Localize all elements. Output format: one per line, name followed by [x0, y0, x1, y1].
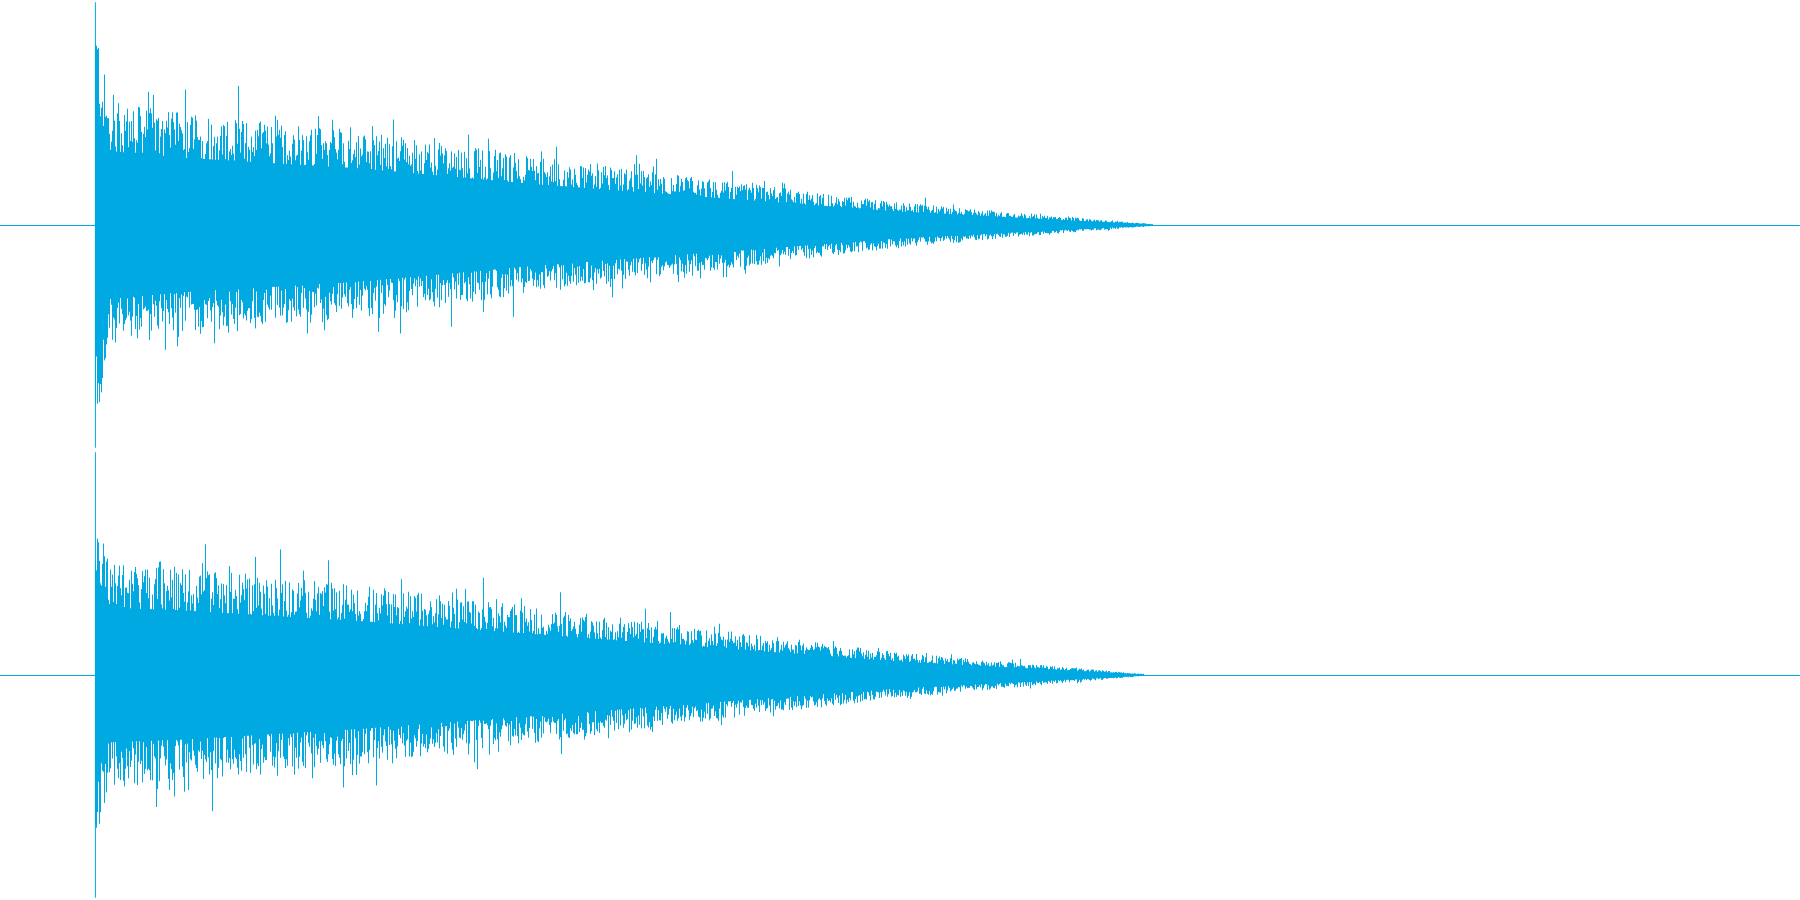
channel-1-envelope-core [95, 99, 1152, 351]
channel-2-envelope-core [95, 568, 1143, 782]
channel-1 [0, 2, 1800, 448]
channel-2 [0, 452, 1800, 898]
